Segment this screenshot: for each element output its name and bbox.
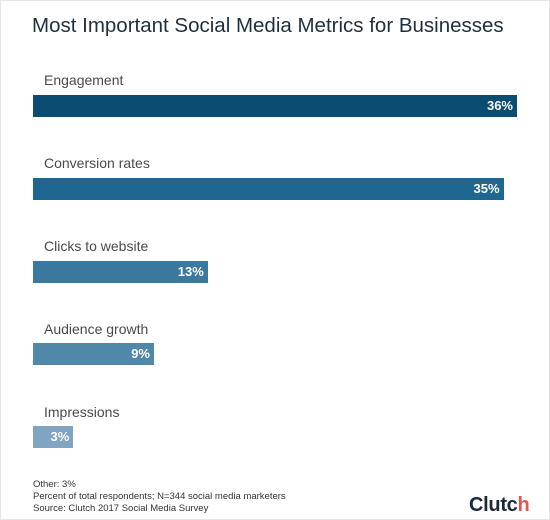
category-label-impressions: Impressions	[44, 404, 120, 420]
value-label-clicks-to-website: 13%	[177, 264, 204, 279]
bar-engagement	[33, 95, 517, 117]
category-label-engagement: Engagement	[44, 72, 124, 88]
note-source: Source: Clutch 2017 Social Media Survey	[33, 503, 209, 514]
bar-clicks-to-website	[33, 261, 208, 283]
value-label-impressions: 3%	[50, 429, 70, 444]
bar-impressions	[33, 426, 74, 448]
clutch-logo: Clutch	[469, 494, 530, 516]
note-respondents: Percent of total respondents; N=344 soci…	[33, 491, 286, 502]
category-label-clicks-to-website: Clicks to website	[44, 238, 149, 254]
value-label-conversion-rates: 35%	[473, 181, 500, 196]
chart-title: Most Important Social Media Metrics for …	[32, 14, 504, 37]
category-label-conversion-rates: Conversion rates	[44, 155, 150, 171]
value-label-engagement: 36%	[486, 98, 513, 113]
bar-conversion-rates	[33, 178, 504, 200]
note-other: Other: 3%	[33, 479, 76, 490]
category-label-audience-growth: Audience growth	[44, 321, 149, 337]
bar-audience-growth	[33, 343, 154, 365]
value-label-audience-growth: 9%	[131, 346, 150, 361]
